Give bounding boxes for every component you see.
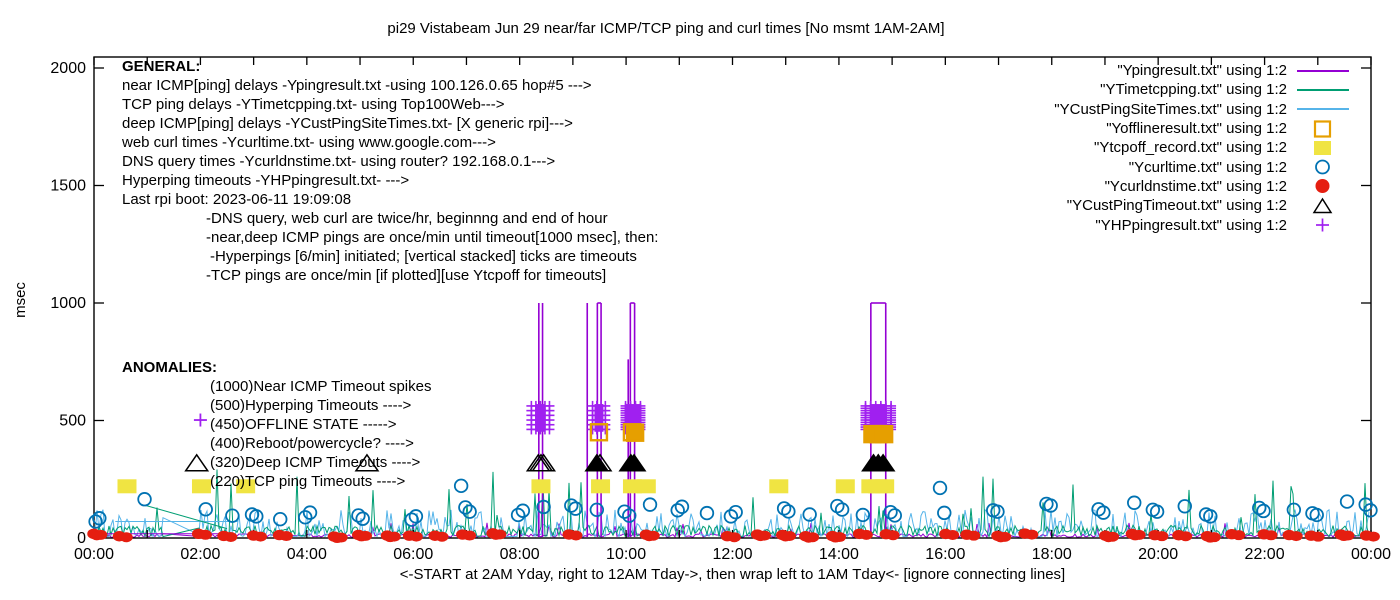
line-sample-icon (1293, 62, 1355, 80)
y-axis-label: msec (12, 282, 29, 318)
general-line: TCP ping delays -YTimetcpping.txt- using… (122, 96, 505, 113)
svg-text:2000: 2000 (50, 60, 86, 77)
x-axis-label: <-START at 2AM Yday, right to 12AM Tday-… (399, 566, 1066, 583)
legend: "Ypingresult.txt" using 1:2 "YTimetcppin… (990, 61, 1355, 235)
legend-item: "Yofflineresult.txt" using 1:2 (990, 119, 1355, 138)
svg-text:16:00: 16:00 (925, 546, 965, 563)
svg-text:20:00: 20:00 (1138, 546, 1178, 563)
legend-item: "YTimetcpping.txt" using 1:2 (990, 80, 1355, 99)
svg-text:22:00: 22:00 (1245, 546, 1285, 563)
legend-item: "Ytcpoff_record.txt" using 1:2 (990, 138, 1355, 157)
legend-item: "YHPpingresult.txt" using 1:2 (990, 215, 1355, 234)
svg-text:02:00: 02:00 (180, 546, 220, 563)
svg-text:00:00: 00:00 (74, 546, 114, 563)
general-line: Hyperping timeouts -YHPpingresult.txt- -… (122, 172, 410, 189)
anomalies-heading: ANOMALIES: (122, 359, 217, 376)
legend-item: "YCustPingTimeout.txt" using 1:2 (990, 196, 1355, 215)
anomalies-line: (320)Deep ICMP Timeouts ----> (210, 454, 421, 471)
anomalies-line: (450)OFFLINE STATE -----> (210, 416, 397, 433)
filled-square-icon (1293, 139, 1355, 157)
svg-text:0: 0 (77, 530, 86, 547)
legend-label: "Ycurldnstime.txt" using 1:2 (1104, 177, 1287, 195)
legend-item: "Ycurldnstime.txt" using 1:2 (990, 177, 1355, 196)
svg-text:500: 500 (59, 413, 86, 430)
legend-label: "Ypingresult.txt" using 1:2 (1117, 62, 1287, 80)
general-line: -DNS query, web curl are twice/hr, begin… (206, 210, 608, 227)
plus-icon (1293, 216, 1355, 234)
legend-label: "Yofflineresult.txt" using 1:2 (1106, 120, 1287, 138)
anomalies-line: (1000)Near ICMP Timeout spikes (210, 378, 432, 395)
general-line: -Hyperpings [6/min] initiated; [vertical… (210, 248, 637, 265)
svg-text:14:00: 14:00 (819, 546, 859, 563)
legend-item: "Ypingresult.txt" using 1:2 (990, 61, 1355, 80)
filled-circle-icon (1293, 177, 1355, 195)
svg-text:1000: 1000 (50, 295, 86, 312)
svg-text:1500: 1500 (50, 178, 86, 195)
line-sample-icon (1293, 100, 1355, 118)
anomalies-line: (500)Hyperping Timeouts ----> (210, 397, 412, 414)
general-line: Last rpi boot: 2023-06-11 19:09:08 (122, 191, 352, 208)
legend-label: "Ytcpoff_record.txt" using 1:2 (1094, 139, 1287, 157)
general-line: DNS query times -Ycurldnstime.txt- using… (122, 153, 556, 170)
svg-text:06:00: 06:00 (393, 546, 433, 563)
legend-item: "YCustPingSiteTimes.txt" using 1:2 (990, 100, 1355, 119)
legend-label: "YHPpingresult.txt" using 1:2 (1095, 216, 1287, 234)
anomalies-line: (220)TCP ping Timeouts ----> (210, 473, 406, 490)
svg-text:10:00: 10:00 (606, 546, 646, 563)
general-line: -near,deep ICMP pings are once/min until… (206, 229, 659, 246)
open-circle-icon (1293, 158, 1355, 176)
svg-text:04:00: 04:00 (287, 546, 327, 563)
legend-label: "Ycurltime.txt" using 1:2 (1128, 158, 1287, 176)
general-line: -TCP pings are once/min [if plotted][use… (206, 267, 607, 284)
legend-label: "YCustPingSiteTimes.txt" using 1:2 (1054, 100, 1287, 118)
svg-text:08:00: 08:00 (500, 546, 540, 563)
line-sample-icon (1293, 81, 1355, 99)
general-line: deep ICMP[ping] delays -YCustPingSiteTim… (122, 115, 573, 132)
legend-label: "YCustPingTimeout.txt" using 1:2 (1066, 197, 1287, 215)
anomalies-annotation-block: ANOMALIES: (1000)Near ICMP Timeout spike… (122, 358, 431, 491)
chart-title: pi29 Vistabeam Jun 29 near/far ICMP/TCP … (387, 20, 945, 37)
anomalies-line: (400)Reboot/powercycle? ----> (210, 435, 414, 452)
general-heading: GENERAL: (122, 58, 201, 75)
legend-item: "Ycurltime.txt" using 1:2 (990, 157, 1355, 176)
svg-text:12:00: 12:00 (712, 546, 752, 563)
svg-text:00:00: 00:00 (1351, 546, 1391, 563)
general-line: near ICMP[ping] delays -Ypingresult.txt … (122, 77, 592, 94)
open-square-icon (1293, 119, 1355, 138)
open-triangle-icon (1293, 197, 1355, 215)
svg-text:18:00: 18:00 (1032, 546, 1072, 563)
general-annotation-block: GENERAL: near ICMP[ping] delays -Ypingre… (122, 57, 658, 285)
general-line: web curl times -Ycurltime.txt- using www… (122, 134, 496, 151)
legend-label: "YTimetcpping.txt" using 1:2 (1100, 81, 1287, 99)
